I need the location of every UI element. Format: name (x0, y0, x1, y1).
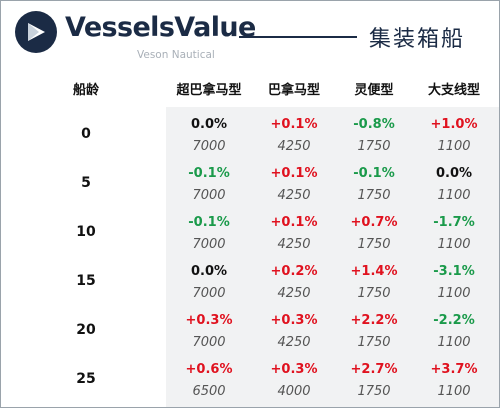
row-age-label: 5 (81, 175, 91, 191)
value-change: +0.7% (350, 215, 398, 230)
value-change: +0.3% (185, 313, 233, 328)
vessel-count: 1100 (437, 188, 471, 203)
age-column-header: 船龄 (72, 83, 99, 98)
table-cell: +0.1% 4250 (251, 158, 337, 208)
column-header-feeder: 大支线型 (427, 83, 480, 98)
row-age-label: 15 (76, 273, 96, 289)
table-cell: +2.7% 1750 (331, 354, 417, 404)
vessel-count: 1750 (357, 237, 391, 252)
vessel-count: 7000 (192, 335, 226, 350)
value-change: 0.0% (190, 264, 228, 279)
vessel-count: 7000 (192, 188, 226, 203)
vessel-count: 1100 (437, 237, 471, 252)
vessel-count: 1750 (357, 384, 391, 399)
vesselsvalue-logo-icon (15, 11, 57, 53)
table-cell: 0.0% 7000 (166, 109, 252, 159)
value-change: +0.1% (270, 117, 318, 132)
table-cell: +0.6% 6500 (166, 354, 252, 404)
table-cell: -3.1% 1100 (411, 256, 497, 306)
value-change: +2.2% (350, 313, 398, 328)
table-cell: +0.3% 4000 (251, 354, 337, 404)
table-cell: -2.2% 1100 (411, 305, 497, 355)
vessel-count: 1750 (357, 286, 391, 301)
value-change: +0.2% (270, 264, 318, 279)
value-change: +1.0% (430, 117, 478, 132)
vessel-count: 1100 (437, 384, 471, 399)
value-change: -3.1% (433, 264, 475, 279)
vessel-count: 4250 (277, 139, 311, 154)
vessel-count: 6500 (192, 384, 226, 399)
table-body (166, 107, 499, 407)
value-change: -0.8% (353, 117, 395, 132)
table-cell: +1.4% 1750 (331, 256, 417, 306)
table-cell: +0.2% 4250 (251, 256, 337, 306)
vessel-count: 1750 (357, 139, 391, 154)
table-cell: +0.1% 4250 (251, 109, 337, 159)
value-change: +2.7% (350, 362, 398, 377)
value-change: -0.1% (188, 166, 230, 181)
value-change: +0.6% (185, 362, 233, 377)
vessel-count: 1100 (437, 286, 471, 301)
vessel-count: 4000 (277, 384, 311, 399)
value-change: +3.7% (430, 362, 478, 377)
header-divider (239, 36, 357, 38)
table-cell: -0.8% 1750 (331, 109, 417, 159)
vessel-count: 1750 (357, 335, 391, 350)
value-change: -0.1% (188, 215, 230, 230)
value-change: -0.1% (353, 166, 395, 181)
table-cell: -0.1% 7000 (166, 158, 252, 208)
value-change: +1.4% (350, 264, 398, 279)
brand-name: VesselsValue (65, 12, 256, 43)
table-cell: +2.2% 1750 (331, 305, 417, 355)
brand-subtitle: Veson Nautical (137, 49, 215, 61)
vessel-count: 7000 (192, 139, 226, 154)
table-cell: -0.1% 1750 (331, 158, 417, 208)
value-change: 0.0% (190, 117, 228, 132)
header: VesselsValue Veson Nautical 集装箱船 (1, 1, 499, 73)
row-age-label: 25 (76, 371, 96, 387)
table-cell: 0.0% 7000 (166, 256, 252, 306)
value-change: +0.1% (270, 166, 318, 181)
value-change: -1.7% (433, 215, 475, 230)
vessel-count: 4250 (277, 237, 311, 252)
page-title: 集装箱船 (369, 27, 466, 52)
column-header-panamax: 巴拿马型 (267, 83, 320, 98)
table-cell: -0.1% 7000 (166, 207, 252, 257)
table-cell: +0.1% 4250 (251, 207, 337, 257)
vessel-count: 4250 (277, 335, 311, 350)
column-header-handy: 灵便型 (354, 83, 394, 98)
vessel-count: 7000 (192, 286, 226, 301)
table-cell: +0.3% 7000 (166, 305, 252, 355)
value-change: +0.1% (270, 215, 318, 230)
table-cell: +1.0% 1100 (411, 109, 497, 159)
row-age-label: 0 (81, 126, 91, 142)
value-change: 0.0% (435, 166, 473, 181)
vessel-count: 4250 (277, 286, 311, 301)
row-age-label: 10 (76, 224, 96, 240)
table-cell: 0.0% 1100 (411, 158, 497, 208)
vessel-count: 1100 (437, 139, 471, 154)
row-age-label: 20 (76, 322, 96, 338)
table-cell: +0.3% 4250 (251, 305, 337, 355)
vessel-count: 1100 (437, 335, 471, 350)
table-cell: +0.7% 1750 (331, 207, 417, 257)
vessel-count: 4250 (277, 188, 311, 203)
value-change: +0.3% (270, 313, 318, 328)
vessel-count: 7000 (192, 237, 226, 252)
value-change: +0.3% (270, 362, 318, 377)
value-change: -2.2% (433, 313, 475, 328)
column-header-post-panamax: 超巴拿马型 (176, 83, 242, 98)
table-cell: +3.7% 1100 (411, 354, 497, 404)
vessel-count: 1750 (357, 188, 391, 203)
table-cell: -1.7% 1100 (411, 207, 497, 257)
